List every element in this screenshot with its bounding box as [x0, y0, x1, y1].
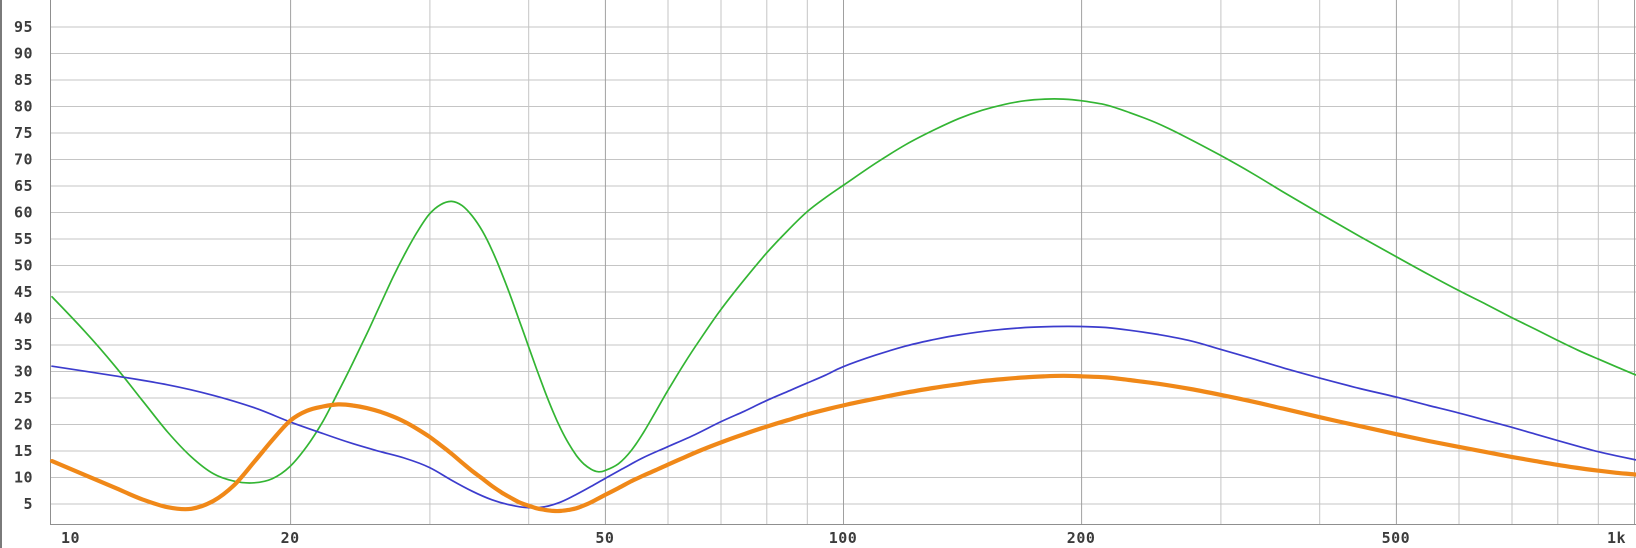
y-axis-labels: 95 90 85 80 75 70 65 60 55 50 45 40 35 30 25 20 15 10 5 [14, 18, 33, 513]
x-axis-labels: 10 20 50 100 200 500 1k [61, 529, 1626, 547]
y-tick-label: 5 [23, 495, 33, 513]
blue-trace [51, 325, 1636, 509]
y-tick-label: 40 [14, 310, 33, 328]
x-tick-label: 50 [595, 529, 614, 547]
y-tick-label: 95 [14, 18, 33, 36]
x-tick-label: 20 [281, 529, 300, 547]
x-tick-label: 500 [1382, 529, 1411, 547]
x-tick-label: 200 [1067, 529, 1096, 547]
y-tick-label: 80 [14, 98, 33, 116]
x-tick-label: 1k [1607, 529, 1626, 547]
y-tick-label: 20 [14, 416, 33, 434]
gridlines [50, 0, 1636, 525]
green-trace [51, 98, 1636, 484]
x-tick-label: 100 [829, 529, 858, 547]
curves [49, 98, 1636, 514]
y-tick-label: 30 [14, 363, 33, 381]
y-tick-label: 35 [14, 336, 33, 354]
y-tick-label: 70 [14, 151, 33, 169]
y-tick-label: 55 [14, 230, 33, 248]
y-tick-label: 25 [14, 389, 33, 407]
y-tick-label: 65 [14, 177, 33, 195]
y-tick-label: 90 [14, 45, 33, 63]
y-tick-label: 50 [14, 257, 33, 275]
orange-trace [49, 373, 1636, 514]
y-tick-label: 75 [14, 124, 33, 142]
y-tick-label: 10 [14, 469, 33, 487]
y-tick-label: 15 [14, 442, 33, 460]
x-tick-label: 10 [61, 529, 80, 547]
y-tick-label: 85 [14, 71, 33, 89]
y-tick-label: 60 [14, 204, 33, 222]
y-tick-label: 45 [14, 283, 33, 301]
